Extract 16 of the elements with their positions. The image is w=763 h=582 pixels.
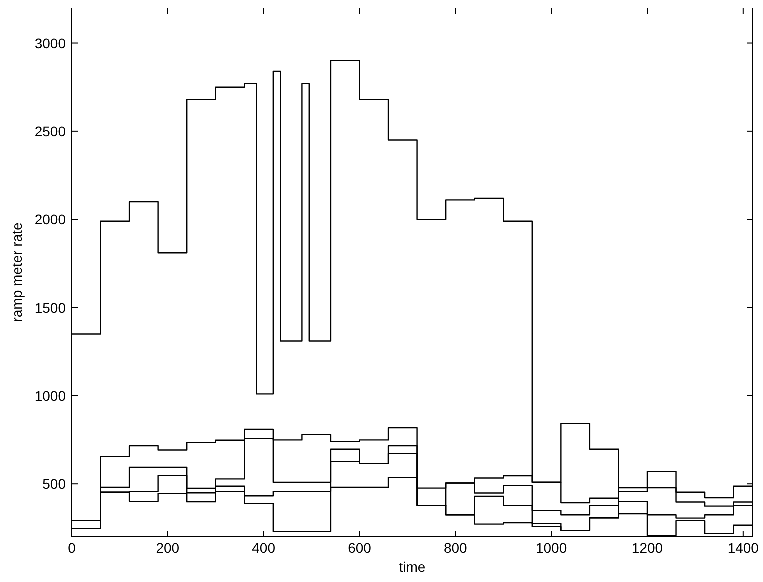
x-tick-label: 1000	[536, 540, 568, 556]
x-tick-label: 200	[156, 540, 180, 556]
x-tick-label: 400	[252, 540, 276, 556]
y-tick-label: 1000	[34, 388, 66, 404]
y-axis-title: ramp meter rate	[9, 222, 25, 322]
x-tick-label: 0	[68, 540, 76, 556]
x-tick-label: 600	[348, 540, 372, 556]
y-tick-label: 3000	[34, 35, 66, 52]
y-tick-label: 2500	[34, 123, 66, 140]
y-tick-label: 500	[42, 476, 66, 492]
y-tick-label: 1500	[34, 300, 66, 316]
y-tick-label: 2000	[34, 212, 66, 228]
x-axis-title: time	[399, 559, 426, 575]
x-tick-label: 1400	[728, 540, 760, 556]
x-tick-label: 800	[444, 540, 468, 556]
x-tick-label: 1200	[632, 540, 664, 556]
